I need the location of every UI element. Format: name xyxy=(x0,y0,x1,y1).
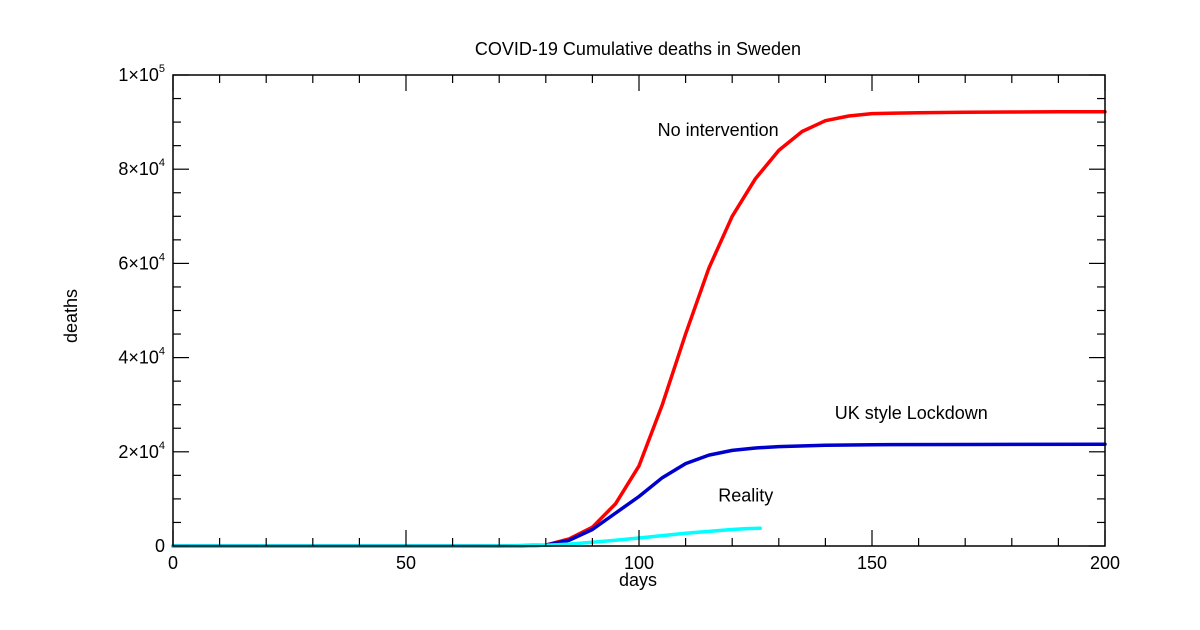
y-tick-label: 8×104 xyxy=(118,157,165,179)
labels-layer: 0 50 100 150 200 0 2×104 4×104 6×104 8×104 1×105 No… xyxy=(118,63,1120,573)
y-tick-label: 6×104 xyxy=(118,251,165,273)
annotation-label: No intervention xyxy=(658,120,779,140)
y-tick-label: 0 xyxy=(155,536,165,556)
series-line-2 xyxy=(171,526,762,548)
x-axis-title: days xyxy=(619,570,657,590)
series-line-0 xyxy=(171,109,1107,548)
series-layer xyxy=(171,109,1107,548)
x-tick-label: 50 xyxy=(396,553,416,573)
x-tick-label: 0 xyxy=(168,553,178,573)
x-tick-label: 150 xyxy=(857,553,887,573)
y-tick-label: 1×105 xyxy=(118,63,165,85)
annotation-label: UK style Lockdown xyxy=(835,403,988,423)
ticks-layer xyxy=(172,74,1106,547)
x-tick-label: 200 xyxy=(1090,553,1120,573)
plot-frame xyxy=(172,74,1106,547)
y-tick-label: 2×104 xyxy=(118,440,165,462)
chart-title: COVID-19 Cumulative deaths in Sweden xyxy=(475,39,801,59)
y-axis-title: deaths xyxy=(61,289,81,343)
x-tick-label: 100 xyxy=(624,553,654,573)
y-tick-label: 4×104 xyxy=(118,346,165,368)
annotation-label: Reality xyxy=(718,485,773,505)
series-line-1 xyxy=(171,442,1107,548)
